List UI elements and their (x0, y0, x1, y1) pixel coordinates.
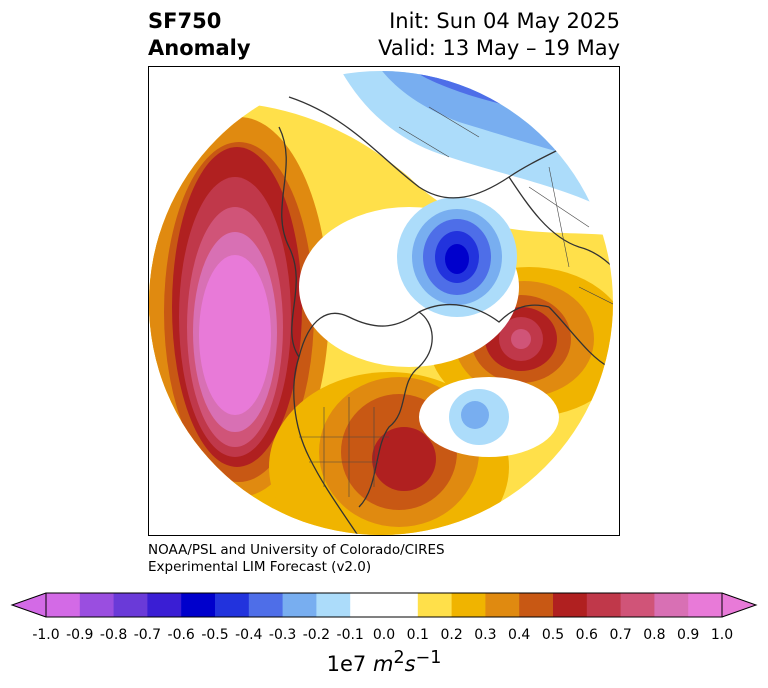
colorbar-tick-label: -0.5 (201, 627, 229, 643)
units-prefix: 1e7 (326, 652, 373, 676)
colorbar-cell (46, 593, 81, 617)
colorbar-cell (147, 593, 182, 617)
colorbar-cell (620, 593, 655, 617)
colorbar-tick-label: -0.1 (336, 627, 364, 643)
colorbar-tick-label: 0.0 (372, 627, 396, 643)
colorbar-cell (553, 593, 588, 617)
colorbar-cell (316, 593, 351, 617)
credit: NOAA/PSL and University of Colorado/CIRE… (148, 542, 445, 576)
map-panel (148, 66, 620, 536)
colorbar-cell (181, 593, 216, 617)
arctic-anomaly (397, 197, 517, 317)
colorbar-tick-label: -0.3 (268, 627, 297, 643)
anomaly-label: Anomaly (148, 36, 251, 60)
units-sup-1: 2 (393, 648, 405, 668)
colorbar-tick-label: 0.4 (508, 627, 531, 643)
colorbar-tick-label: -0.9 (66, 627, 94, 643)
credit-line-1: NOAA/PSL and University of Colorado/CIRE… (148, 542, 445, 558)
variable-label: SF750 (148, 9, 222, 33)
colorbar-tick-label: 0.6 (575, 627, 598, 643)
forecast-dates: Init: Sun 04 May 2025 Valid: 13 May – 19… (378, 8, 620, 62)
colorbar (10, 592, 758, 618)
colorbar-cells (46, 593, 723, 617)
colorbar-tick-label: 1.0 (710, 627, 734, 643)
units-s: s (404, 652, 416, 676)
credit-line-2: Experimental LIM Forecast (v2.0) (148, 559, 372, 575)
colorbar-tick-label: 0.1 (406, 627, 429, 643)
colorbar-tick-label: 0.3 (474, 627, 497, 643)
units-sup-2: −1 (415, 648, 442, 668)
colorbar-tick-label: -0.4 (235, 627, 263, 643)
north-pacific-anomaly (149, 117, 329, 497)
colorbar-cell (384, 593, 419, 617)
units-m: m (372, 652, 394, 676)
colorbar-over-arrow (722, 593, 756, 617)
anomaly-map (149, 67, 619, 535)
colorbar-cell (451, 593, 486, 617)
colorbar-tick-label: -0.6 (167, 627, 195, 643)
colorbar-tick-label: -0.7 (133, 627, 162, 643)
map-title: SF750 Anomaly (148, 8, 251, 62)
valid-date: Valid: 13 May – 19 May (378, 36, 620, 60)
colorbar-under-outline (10, 592, 47, 618)
colorbar-under-arrow (12, 593, 46, 617)
colorbar-cell (248, 593, 284, 617)
colorbar-tick-label: -0.2 (302, 627, 331, 643)
colorbar-outline (45, 592, 723, 618)
colorbar-tick-label: -1.0 (32, 627, 60, 643)
colorbar-tick-label: -0.8 (99, 627, 128, 643)
colorbar-cell (688, 593, 723, 617)
colorbar-cell (519, 593, 554, 617)
colorbar-tick-label: 0.2 (440, 627, 463, 643)
atlantic-negative-anomaly (449, 389, 509, 445)
colorbar-cell (215, 593, 250, 617)
colorbar-cell (485, 593, 520, 617)
colorbar-tick-label: 0.9 (677, 627, 700, 643)
colorbar-tick-label: 0.5 (541, 627, 565, 643)
colorbar-cell (79, 593, 115, 617)
colorbar-tick-label: 0.7 (609, 627, 632, 643)
colorbar-units: 1e7 m2s−1 (327, 648, 442, 676)
country-borders (299, 106, 613, 497)
colorbar-tick-label: 0.8 (643, 627, 666, 643)
colorbar-cell (417, 593, 453, 617)
init-date: Init: Sun 04 May 2025 (389, 9, 620, 33)
colorbar-over-outline (721, 592, 758, 618)
colorbar-cell (654, 593, 689, 617)
colorbar-cell (350, 593, 385, 617)
pole-marker (380, 298, 390, 308)
colorbar-cell (282, 593, 317, 617)
colorbar-cell (586, 593, 622, 617)
colorbar-cell (113, 593, 148, 617)
